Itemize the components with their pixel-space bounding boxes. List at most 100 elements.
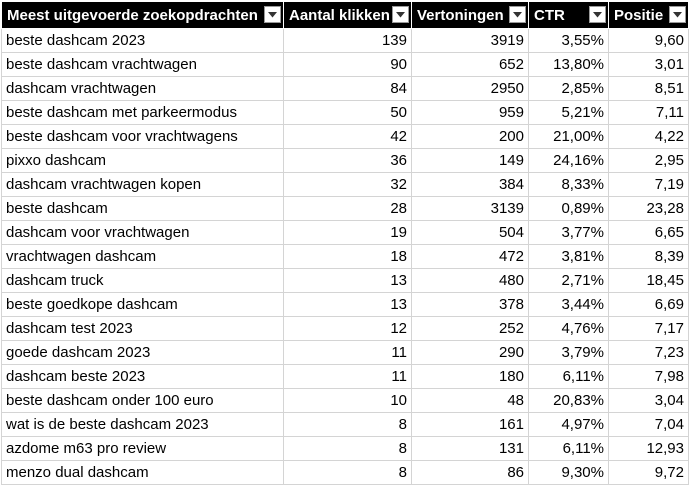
cell-ctr[interactable]: 4,97% bbox=[528, 412, 609, 437]
cell-clicks[interactable]: 8 bbox=[283, 436, 412, 461]
cell-clicks[interactable]: 12 bbox=[283, 316, 412, 341]
cell-query[interactable]: beste goedkope dashcam bbox=[1, 292, 284, 317]
cell-query[interactable]: vrachtwagen dashcam bbox=[1, 244, 284, 269]
cell-impressions[interactable]: 472 bbox=[411, 244, 529, 269]
cell-ctr[interactable]: 20,83% bbox=[528, 388, 609, 413]
cell-impressions[interactable]: 959 bbox=[411, 100, 529, 125]
cell-ctr[interactable]: 3,44% bbox=[528, 292, 609, 317]
filter-dropdown-button[interactable] bbox=[509, 6, 526, 23]
cell-position[interactable]: 4,22 bbox=[608, 124, 689, 149]
cell-query[interactable]: beste dashcam vrachtwagen bbox=[1, 52, 284, 77]
cell-query[interactable]: goede dashcam 2023 bbox=[1, 340, 284, 365]
filter-dropdown-button[interactable] bbox=[669, 6, 686, 23]
cell-query[interactable]: beste dashcam onder 100 euro bbox=[1, 388, 284, 413]
filter-dropdown-button[interactable] bbox=[392, 6, 409, 23]
cell-clicks[interactable]: 50 bbox=[283, 100, 412, 125]
cell-position[interactable]: 8,51 bbox=[608, 76, 689, 101]
cell-clicks[interactable]: 18 bbox=[283, 244, 412, 269]
cell-clicks[interactable]: 8 bbox=[283, 460, 412, 485]
cell-position[interactable]: 2,95 bbox=[608, 148, 689, 173]
cell-ctr[interactable]: 2,71% bbox=[528, 268, 609, 293]
cell-ctr[interactable]: 6,11% bbox=[528, 364, 609, 389]
cell-position[interactable]: 6,69 bbox=[608, 292, 689, 317]
cell-impressions[interactable]: 3139 bbox=[411, 196, 529, 221]
cell-position[interactable]: 3,01 bbox=[608, 52, 689, 77]
cell-query[interactable]: dashcam vrachtwagen bbox=[1, 76, 284, 101]
cell-query[interactable]: dashcam beste 2023 bbox=[1, 364, 284, 389]
cell-impressions[interactable]: 149 bbox=[411, 148, 529, 173]
cell-position[interactable]: 18,45 bbox=[608, 268, 689, 293]
cell-impressions[interactable]: 3919 bbox=[411, 28, 529, 53]
cell-position[interactable]: 9,72 bbox=[608, 460, 689, 485]
cell-query[interactable]: wat is de beste dashcam 2023 bbox=[1, 412, 284, 437]
cell-ctr[interactable]: 0,89% bbox=[528, 196, 609, 221]
cell-clicks[interactable]: 11 bbox=[283, 364, 412, 389]
cell-position[interactable]: 12,93 bbox=[608, 436, 689, 461]
cell-clicks[interactable]: 8 bbox=[283, 412, 412, 437]
cell-position[interactable]: 23,28 bbox=[608, 196, 689, 221]
cell-ctr[interactable]: 13,80% bbox=[528, 52, 609, 77]
filter-dropdown-button[interactable] bbox=[589, 6, 606, 23]
cell-ctr[interactable]: 9,30% bbox=[528, 460, 609, 485]
cell-impressions[interactable]: 290 bbox=[411, 340, 529, 365]
cell-impressions[interactable]: 652 bbox=[411, 52, 529, 77]
cell-ctr[interactable]: 6,11% bbox=[528, 436, 609, 461]
cell-impressions[interactable]: 378 bbox=[411, 292, 529, 317]
cell-impressions[interactable]: 384 bbox=[411, 172, 529, 197]
cell-impressions[interactable]: 86 bbox=[411, 460, 529, 485]
cell-query[interactable]: dashcam voor vrachtwagen bbox=[1, 220, 284, 245]
cell-clicks[interactable]: 11 bbox=[283, 340, 412, 365]
cell-position[interactable]: 7,17 bbox=[608, 316, 689, 341]
cell-query[interactable]: menzo dual dashcam bbox=[1, 460, 284, 485]
cell-position[interactable]: 9,60 bbox=[608, 28, 689, 53]
cell-query[interactable]: pixxo dashcam bbox=[1, 148, 284, 173]
cell-query[interactable]: dashcam truck bbox=[1, 268, 284, 293]
cell-query[interactable]: beste dashcam bbox=[1, 196, 284, 221]
cell-impressions[interactable]: 504 bbox=[411, 220, 529, 245]
cell-position[interactable]: 7,23 bbox=[608, 340, 689, 365]
cell-clicks[interactable]: 13 bbox=[283, 268, 412, 293]
cell-impressions[interactable]: 252 bbox=[411, 316, 529, 341]
cell-ctr[interactable]: 3,77% bbox=[528, 220, 609, 245]
cell-clicks[interactable]: 13 bbox=[283, 292, 412, 317]
cell-query[interactable]: dashcam test 2023 bbox=[1, 316, 284, 341]
cell-clicks[interactable]: 28 bbox=[283, 196, 412, 221]
cell-impressions[interactable]: 180 bbox=[411, 364, 529, 389]
cell-position[interactable]: 8,39 bbox=[608, 244, 689, 269]
cell-clicks[interactable]: 90 bbox=[283, 52, 412, 77]
cell-position[interactable]: 7,19 bbox=[608, 172, 689, 197]
cell-impressions[interactable]: 131 bbox=[411, 436, 529, 461]
cell-ctr[interactable]: 2,85% bbox=[528, 76, 609, 101]
cell-ctr[interactable]: 21,00% bbox=[528, 124, 609, 149]
cell-query[interactable]: beste dashcam met parkeermodus bbox=[1, 100, 284, 125]
cell-position[interactable]: 6,65 bbox=[608, 220, 689, 245]
cell-clicks[interactable]: 36 bbox=[283, 148, 412, 173]
cell-ctr[interactable]: 8,33% bbox=[528, 172, 609, 197]
cell-ctr[interactable]: 4,76% bbox=[528, 316, 609, 341]
cell-ctr[interactable]: 24,16% bbox=[528, 148, 609, 173]
cell-clicks[interactable]: 139 bbox=[283, 28, 412, 53]
cell-clicks[interactable]: 32 bbox=[283, 172, 412, 197]
cell-clicks[interactable]: 84 bbox=[283, 76, 412, 101]
cell-position[interactable]: 7,98 bbox=[608, 364, 689, 389]
filter-dropdown-button[interactable] bbox=[264, 6, 281, 23]
cell-query[interactable]: dashcam vrachtwagen kopen bbox=[1, 172, 284, 197]
cell-impressions[interactable]: 480 bbox=[411, 268, 529, 293]
cell-clicks[interactable]: 10 bbox=[283, 388, 412, 413]
cell-query[interactable]: beste dashcam 2023 bbox=[1, 28, 284, 53]
cell-impressions[interactable]: 200 bbox=[411, 124, 529, 149]
cell-query[interactable]: azdome m63 pro review bbox=[1, 436, 284, 461]
cell-position[interactable]: 7,11 bbox=[608, 100, 689, 125]
cell-position[interactable]: 7,04 bbox=[608, 412, 689, 437]
cell-query[interactable]: beste dashcam voor vrachtwagens bbox=[1, 124, 284, 149]
cell-ctr[interactable]: 3,79% bbox=[528, 340, 609, 365]
cell-position[interactable]: 3,04 bbox=[608, 388, 689, 413]
cell-ctr[interactable]: 5,21% bbox=[528, 100, 609, 125]
cell-impressions[interactable]: 48 bbox=[411, 388, 529, 413]
cell-ctr[interactable]: 3,55% bbox=[528, 28, 609, 53]
cell-impressions[interactable]: 2950 bbox=[411, 76, 529, 101]
cell-ctr[interactable]: 3,81% bbox=[528, 244, 609, 269]
cell-impressions[interactable]: 161 bbox=[411, 412, 529, 437]
cell-clicks[interactable]: 19 bbox=[283, 220, 412, 245]
cell-clicks[interactable]: 42 bbox=[283, 124, 412, 149]
